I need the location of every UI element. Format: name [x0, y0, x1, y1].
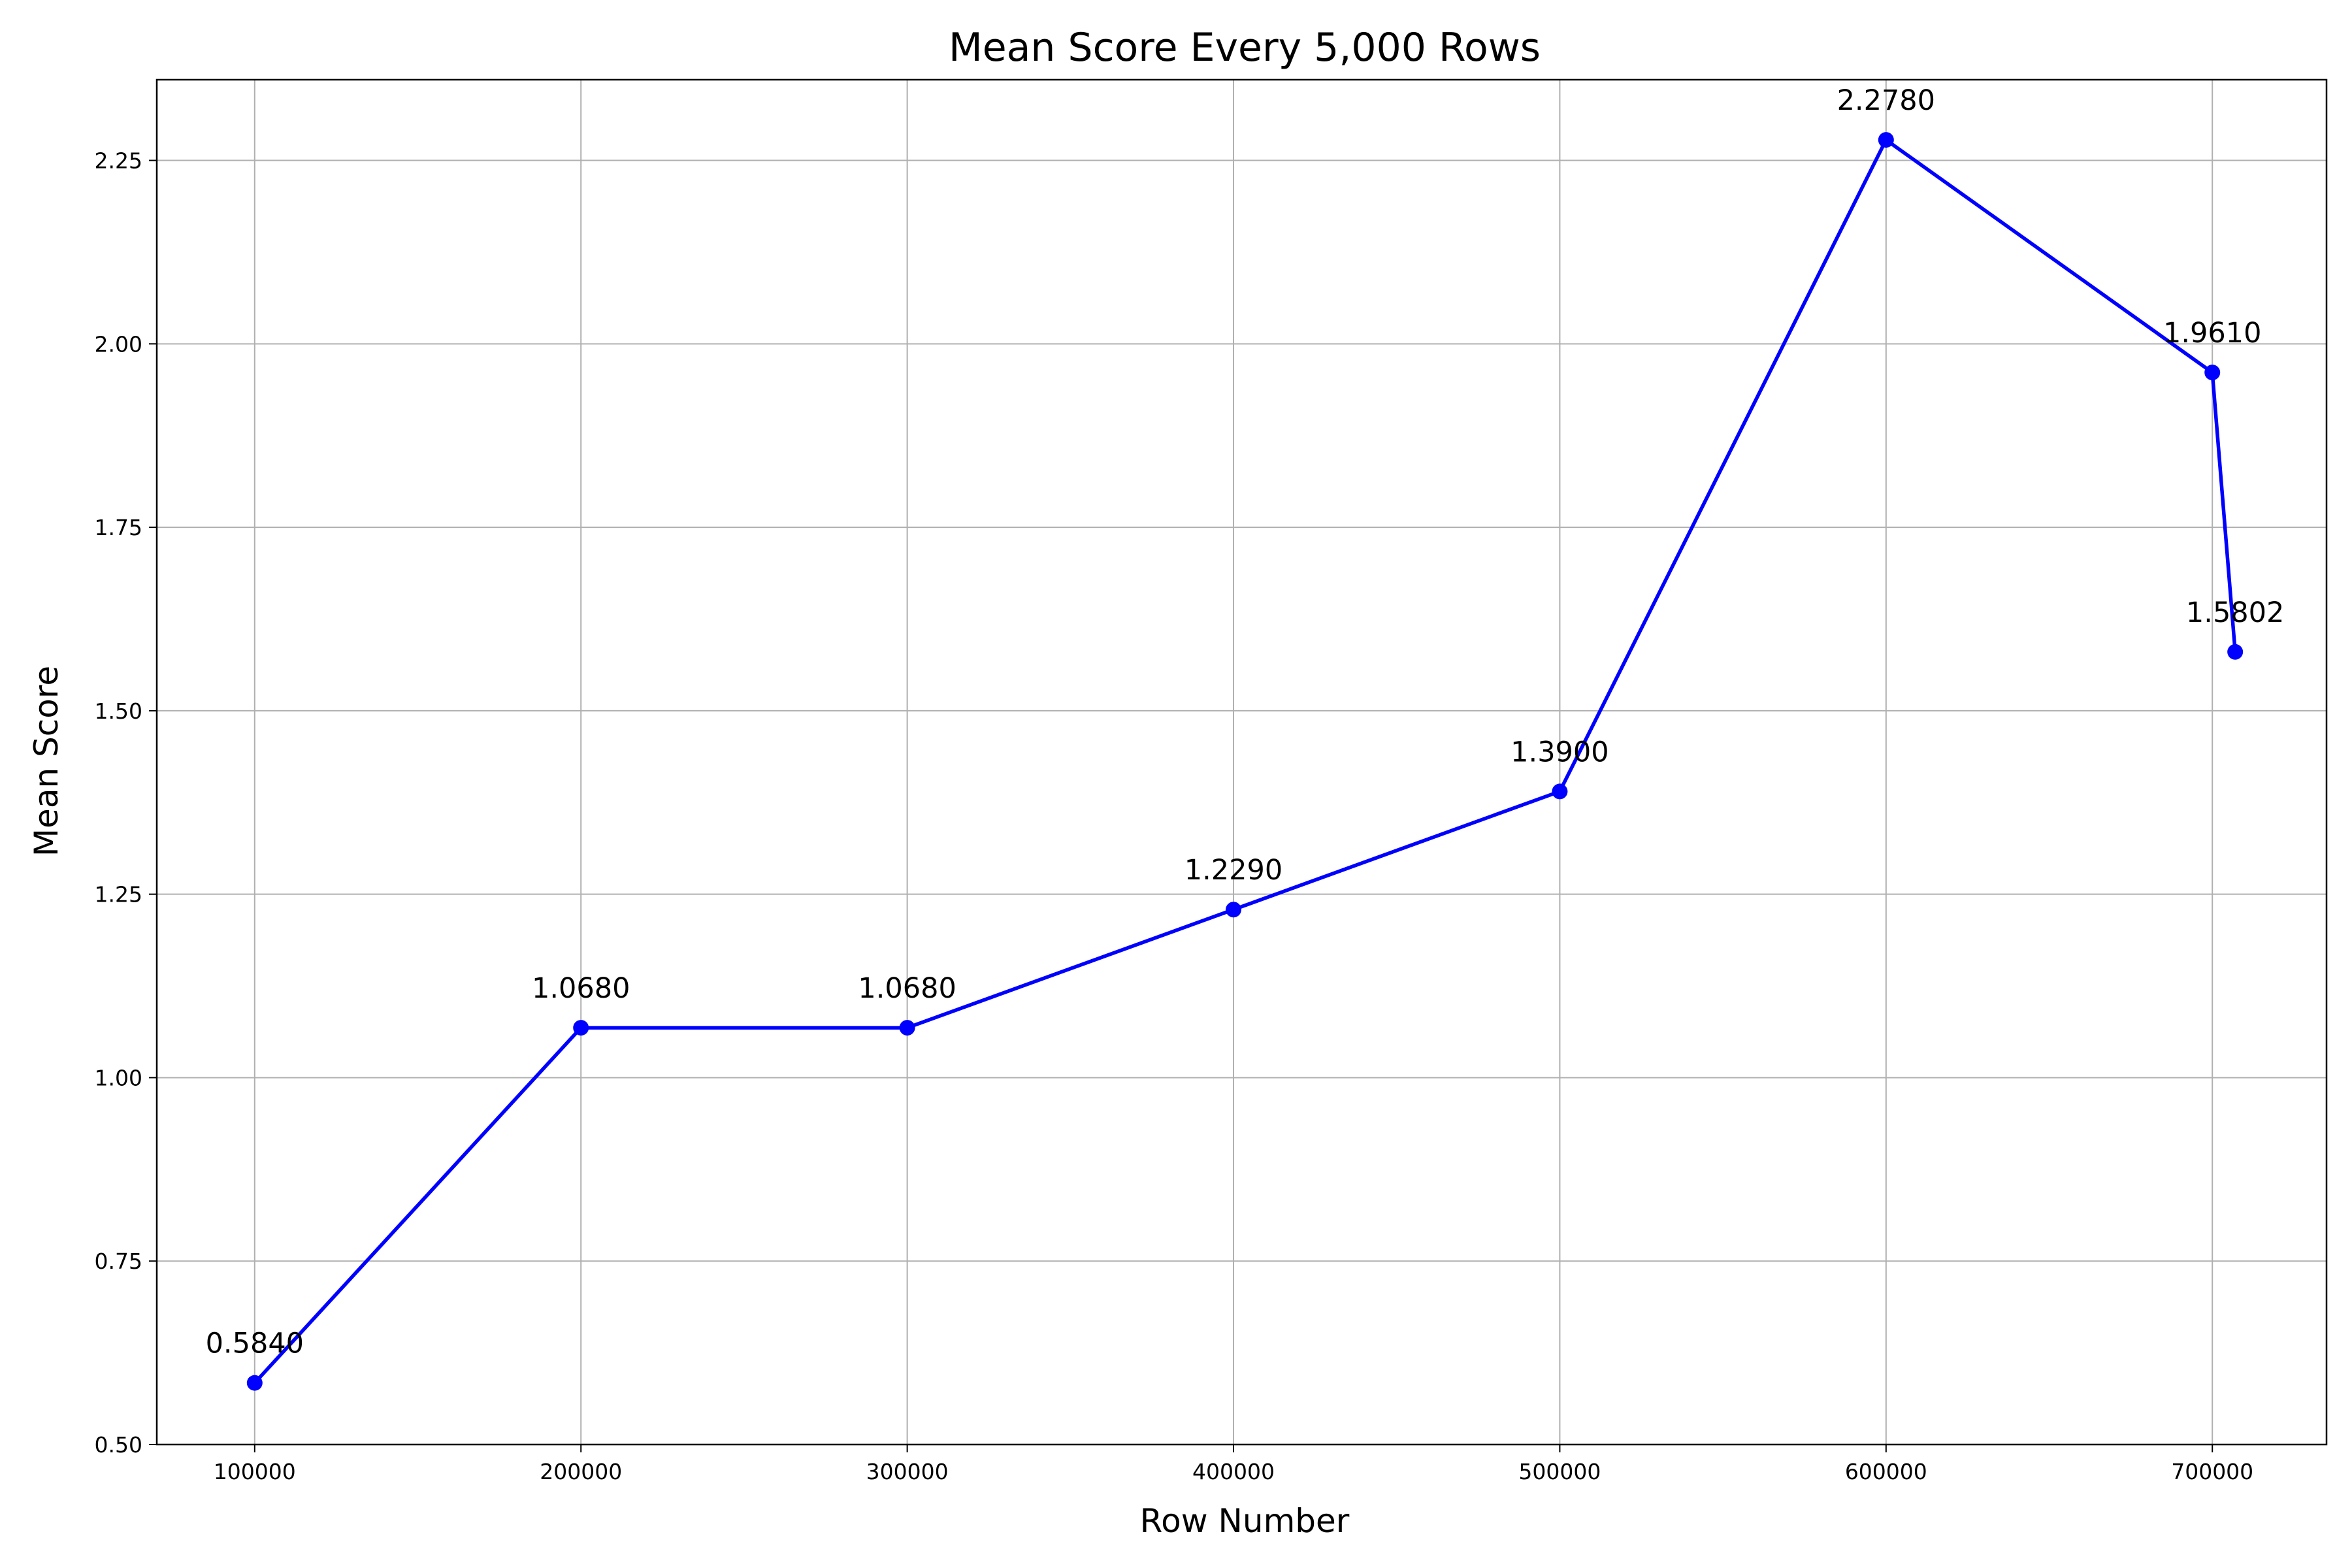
y-tick-label: 1.00 [95, 1065, 142, 1090]
axis-ticks: 100000 200000 300000 400000 500000 600000 7000… [95, 148, 2254, 1484]
data-label: 1.3900 [1511, 736, 1609, 768]
data-label: 1.2290 [1184, 854, 1282, 887]
grid-lines [157, 80, 2327, 1445]
plot-frame [155, 78, 2328, 1446]
data-point [573, 1020, 589, 1036]
data-label: 1.5802 [2186, 596, 2284, 629]
y-tick-label: 1.25 [95, 882, 142, 907]
y-tick-label: 1.50 [95, 698, 142, 724]
series-layer [246, 132, 2244, 1391]
chart-title: Mean Score Every 5,000 Rows [949, 25, 1541, 71]
y-tick-label: 0.50 [95, 1432, 142, 1458]
y-tick-label: 1.75 [95, 515, 142, 540]
x-axis-title: Row Number [1140, 1502, 1350, 1540]
data-labels: 0.5840 1.0680 1.0680 1.2290 1.3900 2.2780 1.96… [206, 84, 2285, 1360]
x-tick-label: 200000 [540, 1459, 622, 1484]
data-label: 0.5840 [206, 1328, 304, 1360]
x-tick-label: 500000 [1518, 1459, 1601, 1484]
x-tick-label: 700000 [2171, 1459, 2253, 1484]
x-tick-label: 400000 [1192, 1459, 1275, 1484]
y-tick-label: 2.25 [95, 148, 142, 174]
x-tick-label: 100000 [214, 1459, 296, 1484]
x-tick-label: 600000 [1845, 1459, 1927, 1484]
data-point [899, 1020, 915, 1036]
data-label: 1.9610 [2163, 317, 2261, 350]
data-point [1552, 783, 1568, 800]
x-tick-label: 300000 [866, 1459, 949, 1484]
data-point [1878, 132, 1894, 148]
y-tick-label: 0.75 [95, 1249, 142, 1274]
data-label: 2.2780 [1837, 84, 1935, 117]
data-point [2204, 365, 2221, 381]
series-line [253, 138, 2237, 1385]
data-label: 1.0680 [858, 972, 956, 1005]
data-point [2227, 644, 2244, 660]
data-label: 1.0680 [532, 972, 630, 1005]
data-point [246, 1375, 263, 1391]
y-tick-label: 2.00 [95, 331, 142, 357]
data-point [1226, 902, 1242, 918]
y-axis-title: Mean Score [27, 666, 65, 857]
